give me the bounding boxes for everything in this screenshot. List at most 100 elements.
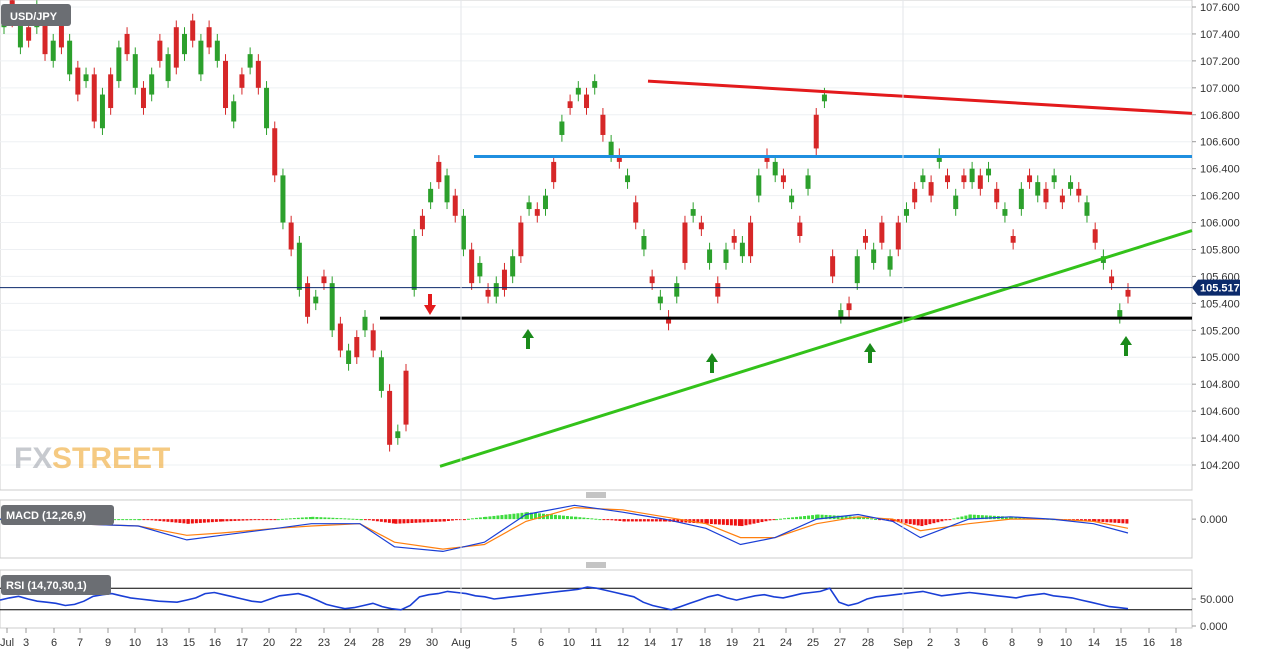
macd-tag[interactable]: MACD (12,26,9) <box>1 505 114 525</box>
candle-body <box>887 256 893 270</box>
macd-histogram-bar <box>178 519 182 523</box>
macd-title: MACD (12,26,9) <box>6 510 86 522</box>
rsi-tag[interactable]: RSI (14,70,30,1) <box>1 575 111 595</box>
macd-histogram-bar <box>856 516 860 520</box>
candle-body <box>657 296 663 304</box>
candle-body <box>124 33 130 55</box>
x-axis-label: 10 <box>1060 637 1072 649</box>
candle-body <box>707 249 713 263</box>
candle-body <box>764 155 770 162</box>
macd-histogram-bar <box>359 519 363 521</box>
candle-body <box>756 175 762 196</box>
candle-body <box>805 175 811 189</box>
candle-body <box>1018 188 1024 210</box>
macd-histogram-bar <box>740 519 744 527</box>
x-axis-label: 17 <box>236 637 248 649</box>
macd-histogram-bar <box>574 516 578 520</box>
price-axis-label: 107.600 <box>1200 2 1240 14</box>
candle-body <box>26 27 32 41</box>
candle-body <box>411 236 417 290</box>
macd-histogram-bar <box>508 514 512 520</box>
macd-histogram-bar <box>964 515 968 520</box>
price-axis-label: 106.000 <box>1200 218 1240 230</box>
candle-body <box>17 13 23 48</box>
macd-histogram-bar <box>1091 519 1095 522</box>
rsi-line <box>0 586 1129 611</box>
macd-histogram-bar <box>410 519 414 523</box>
candle-body <box>575 87 581 95</box>
price-axis-label: 105.200 <box>1200 325 1240 337</box>
candle-body <box>1117 310 1123 317</box>
macd-histogram-bar <box>422 519 426 523</box>
x-axis-label: 11 <box>590 637 601 649</box>
macd-histogram-bar <box>387 519 391 523</box>
macd-histogram-bar <box>533 512 537 520</box>
candle-body <box>1002 209 1008 216</box>
macd-histogram-bar <box>261 519 265 521</box>
macd-histogram-bar <box>561 515 565 520</box>
price-axis-label: 104.200 <box>1200 460 1240 472</box>
rsi-resize-handle[interactable] <box>586 562 606 568</box>
macd-histogram-bar <box>1022 517 1026 520</box>
macd-histogram-bar <box>932 519 936 524</box>
x-axis-label: Jul <box>0 637 14 649</box>
macd-histogram-bar <box>450 519 454 521</box>
macd-histogram-bar <box>725 519 729 526</box>
macd-resize-handle[interactable] <box>586 492 606 498</box>
candle-body <box>1068 182 1074 189</box>
candle-body <box>715 283 721 297</box>
macd-histogram-bar <box>379 519 383 522</box>
macd-histogram-bar <box>454 519 458 521</box>
x-axis-label: 10 <box>129 637 141 649</box>
macd-histogram-bar <box>936 519 940 523</box>
macd-histogram-bar <box>721 519 725 525</box>
macd-histogram-bar <box>772 519 776 521</box>
candle-body <box>1092 229 1098 243</box>
macd-histogram-bar <box>339 518 343 520</box>
macd-histogram-bar <box>462 519 466 521</box>
candle-body <box>67 40 73 75</box>
x-axis-label: 2 <box>927 637 933 649</box>
candle-body <box>772 161 778 176</box>
candle-body <box>370 330 376 351</box>
candle-body <box>296 242 302 290</box>
current-price-label: 105.517 <box>1200 283 1240 295</box>
x-axis-label: 15 <box>1115 637 1127 649</box>
macd-histogram-bar <box>890 519 894 522</box>
macd-histogram-bar <box>824 514 828 520</box>
rsi-title: RSI (14,70,30,1) <box>6 580 87 592</box>
macd-histogram-bar <box>1109 519 1113 523</box>
macd-histogram-bar <box>484 516 488 520</box>
candle-body <box>255 60 261 88</box>
candle-body <box>239 74 245 88</box>
macd-histogram-bar <box>952 518 956 520</box>
macd-histogram-bar <box>704 519 708 524</box>
falling-trendline <box>647 79 1193 115</box>
macd-histogram-bar <box>174 519 178 523</box>
macd-histogram-bar <box>760 519 764 523</box>
x-axis-label: Aug <box>451 637 471 649</box>
macd-histogram-bar <box>874 518 878 520</box>
candle-body <box>91 74 97 122</box>
candle-body <box>395 431 401 439</box>
candle-body <box>920 175 926 183</box>
macd-histogram-bar <box>241 519 245 521</box>
x-axis-label: 28 <box>372 637 384 649</box>
candle-body <box>510 256 516 277</box>
macd-histogram-bar <box>980 515 984 520</box>
candle-body <box>198 40 204 75</box>
symbol-tag[interactable]: USD/JPY <box>1 4 71 26</box>
macd-histogram-bar <box>1121 519 1125 524</box>
macd-histogram-bar <box>367 519 371 521</box>
price-axis-label: 107.000 <box>1200 83 1240 95</box>
candle-body <box>1076 188 1082 196</box>
macd-histogram-bar <box>351 518 355 520</box>
macd-histogram-bar <box>916 519 920 526</box>
candle-body <box>789 195 795 203</box>
macd-histogram-bar <box>375 519 379 522</box>
candle-body <box>912 188 918 203</box>
watermark-fx: FX <box>14 442 52 475</box>
watermark-street: STREET <box>52 442 170 475</box>
macd-histogram-bar <box>756 519 760 523</box>
macd-histogram-bar <box>426 519 430 523</box>
